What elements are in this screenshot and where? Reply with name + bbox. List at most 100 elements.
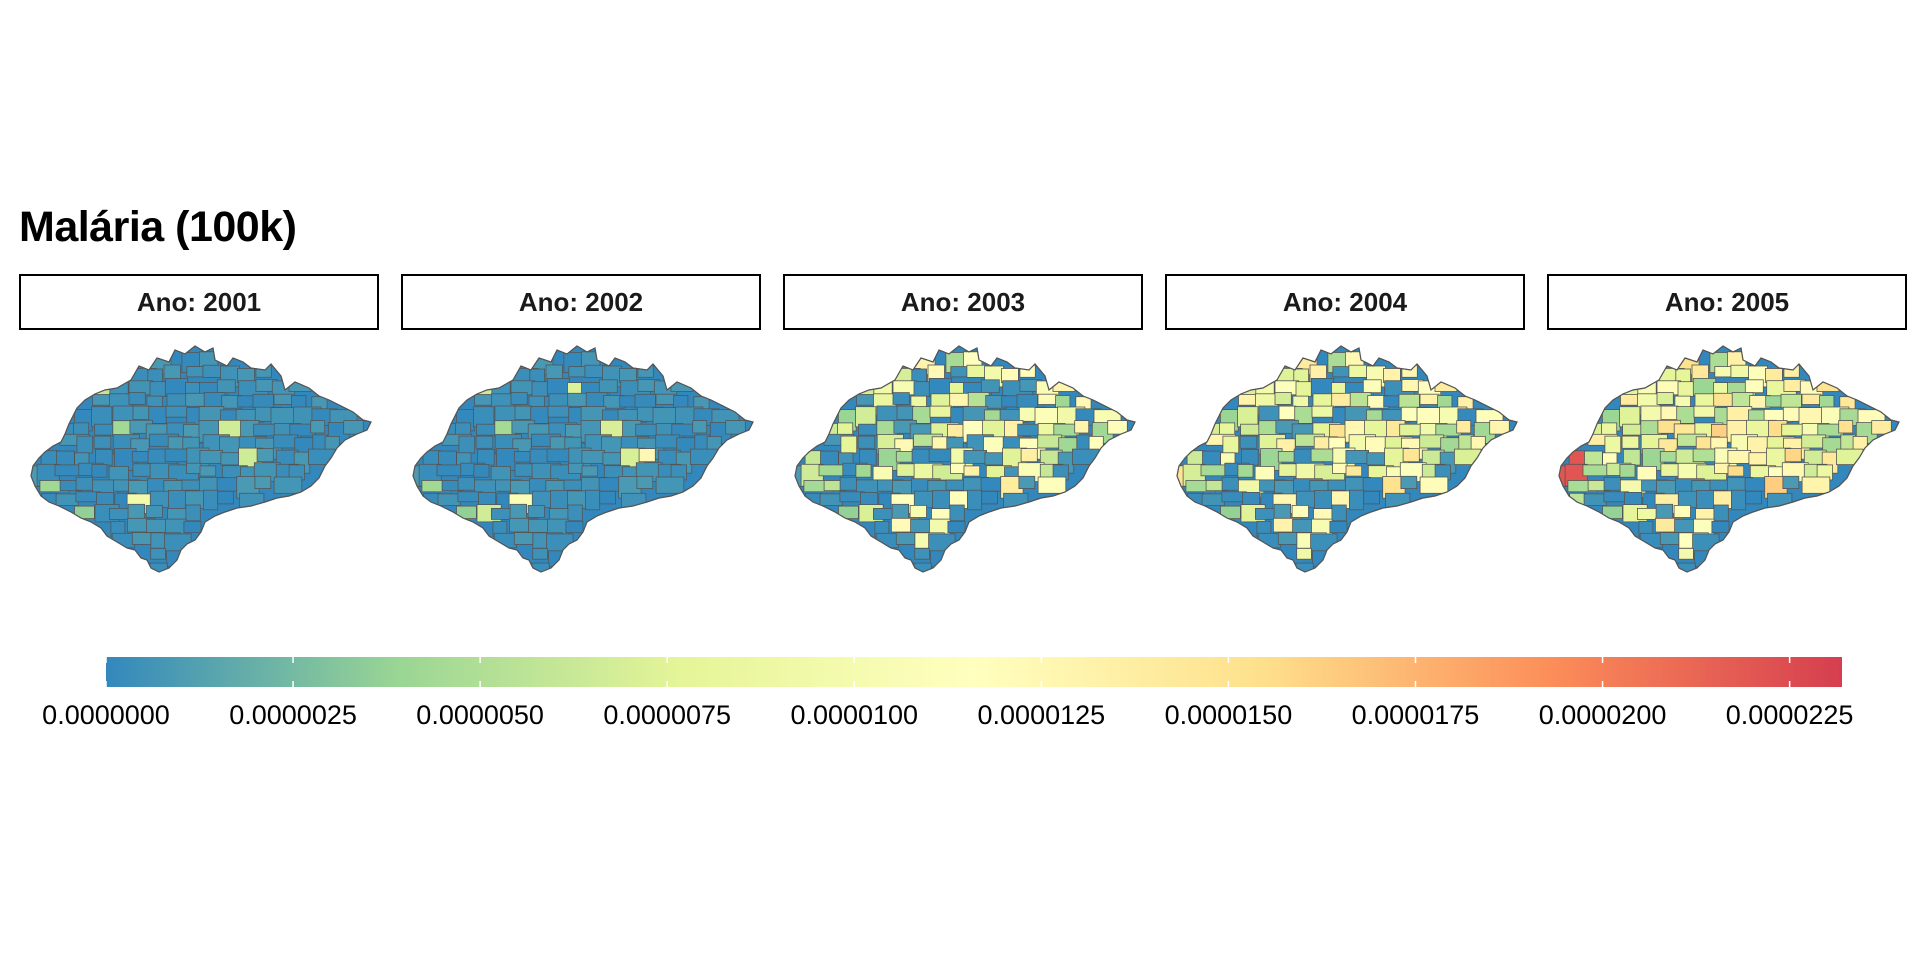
municipality-region: [1692, 378, 1717, 397]
municipality-region: [655, 476, 685, 494]
municipality-region: [199, 465, 217, 477]
municipality-region: [273, 434, 299, 449]
legend-tick-label: 0.0000225: [1725, 700, 1854, 730]
municipality-region: [1677, 381, 1695, 397]
municipality-region: [855, 406, 877, 428]
facet-strip: Ano: 2005: [1547, 274, 1907, 330]
municipality-region: [217, 490, 234, 505]
municipality-region: [564, 436, 582, 450]
municipality-region: [1656, 392, 1674, 405]
municipality-region: [1801, 476, 1831, 494]
municipality-region: [1744, 379, 1764, 394]
municipality-region: [1604, 435, 1622, 454]
municipality-region: [1621, 435, 1640, 449]
municipality-region: [1219, 422, 1236, 436]
municipality-region: [928, 378, 953, 397]
municipality-region: [950, 462, 966, 474]
municipality-region: [725, 420, 746, 435]
municipality-region: [1711, 520, 1730, 534]
municipality-region: [73, 422, 90, 436]
map-panel: [1547, 336, 1907, 592]
facet-2003: Ano: 2003: [783, 274, 1143, 592]
municipality-region: [457, 476, 475, 491]
municipality-region: [599, 490, 616, 505]
municipality-region: [55, 493, 79, 506]
municipality-region: [547, 405, 571, 418]
municipality-region: [1331, 504, 1347, 522]
municipality-region: [1020, 448, 1038, 463]
municipality-region: [1328, 436, 1346, 450]
municipality-region: [1784, 448, 1802, 463]
municipality-region: [1019, 364, 1036, 378]
municipality-region: [1398, 393, 1420, 409]
legend-tick-label: 0.0000050: [416, 700, 544, 730]
municipality-region: [1037, 434, 1063, 449]
municipality-region: [1780, 393, 1802, 409]
municipality-region: [510, 392, 528, 405]
municipality-region: [93, 435, 112, 449]
region-outline: [1176, 345, 1518, 573]
municipality-region: [598, 379, 618, 394]
municipality-region: [1489, 420, 1510, 435]
municipality-region: [252, 393, 274, 409]
municipality-region: [456, 505, 477, 520]
municipality-region: [670, 380, 694, 392]
municipality-region: [1694, 550, 1715, 568]
municipality-region: [1018, 475, 1036, 490]
municipality-region: [1222, 435, 1240, 454]
municipality-region: [145, 504, 163, 518]
municipality-region: [131, 532, 152, 545]
municipality-region: [581, 450, 605, 464]
region-outline: [30, 345, 372, 573]
facet-strip: Ano: 2004: [1165, 274, 1525, 330]
legend-tick-label: 0.0000200: [1538, 700, 1667, 730]
amazon-map: [412, 345, 754, 573]
municipality-region: [199, 450, 223, 464]
municipality-region: [1678, 547, 1694, 560]
facet-label: Ano: 2002: [518, 286, 644, 317]
municipality-region: [1727, 465, 1745, 477]
facet-2002: Ano: 2002: [401, 274, 761, 592]
municipality-region: [1782, 475, 1800, 490]
municipality-region: [838, 505, 859, 520]
facet-label: Ano: 2004: [1282, 286, 1408, 317]
municipality-region: [150, 547, 166, 560]
facet-label: Ano: 2001: [136, 286, 262, 317]
municipality-region: [548, 550, 569, 568]
municipality-region: [255, 364, 272, 378]
municipality-region: [1200, 464, 1226, 477]
facet-strip: Ano: 2001: [19, 274, 379, 330]
municipality-region: [1037, 476, 1067, 494]
municipality-region: [54, 464, 80, 477]
legend-colorbar: [106, 657, 1842, 687]
municipality-region: [1402, 448, 1420, 463]
municipality-region: [1003, 492, 1029, 512]
municipality-region: [909, 504, 927, 518]
municipality-region: [1456, 420, 1472, 434]
municipality-region: [256, 448, 274, 463]
municipality-region: [75, 476, 93, 491]
municipality-region: [929, 405, 953, 418]
municipality-region: [565, 520, 584, 534]
municipality-region: [1623, 449, 1641, 466]
municipality-region: [949, 504, 965, 522]
municipality-region: [621, 492, 647, 512]
municipality-region: [1730, 489, 1747, 511]
municipality-region: [638, 448, 656, 463]
municipality-region: [1801, 393, 1822, 405]
municipality-region: [896, 405, 915, 420]
municipality-region: [1037, 393, 1058, 405]
municipality-region: [1601, 422, 1618, 436]
facet-2001: Ano: 2001: [19, 274, 379, 592]
municipality-region: [273, 476, 303, 494]
municipality-region: [1730, 364, 1752, 378]
municipality-region: [892, 392, 910, 405]
municipality-region: [1241, 449, 1259, 466]
map-panel: [783, 336, 1143, 592]
municipality-region: [1603, 476, 1621, 491]
municipality-region: [913, 381, 931, 397]
municipality-region: [95, 449, 113, 466]
municipality-region: [1385, 492, 1411, 512]
municipality-region: [837, 422, 854, 436]
legend-tick-label: 0.0000100: [790, 700, 919, 730]
